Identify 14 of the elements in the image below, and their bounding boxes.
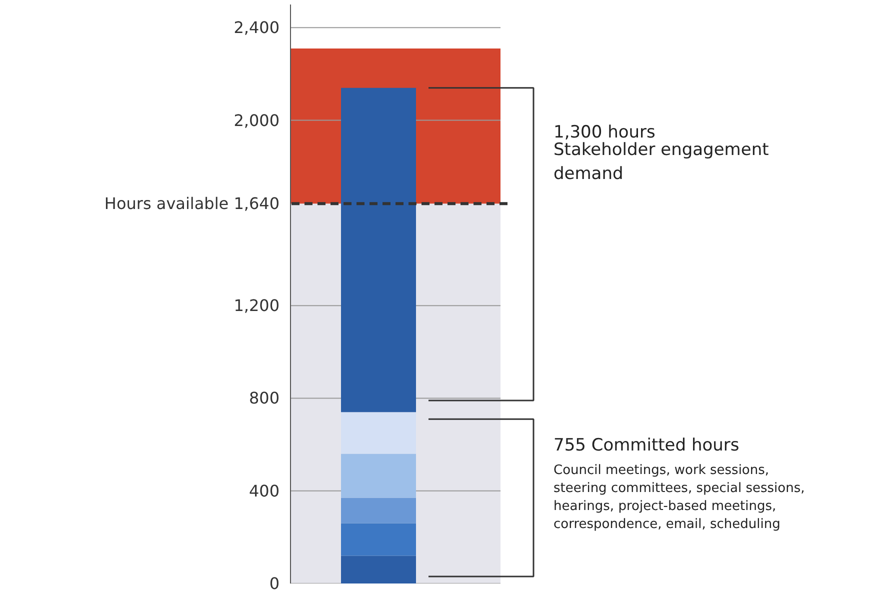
bar xyxy=(341,412,416,454)
bar xyxy=(341,454,416,498)
y-tick-label: 2,400 xyxy=(234,18,280,38)
y-tick-label: 400 xyxy=(248,481,280,500)
ref-line-label: Hours available 1,640 xyxy=(104,194,280,214)
text: 755 Committed hours xyxy=(554,435,740,456)
y-tick-label: 800 xyxy=(248,388,280,408)
y-tick-label: 0 xyxy=(269,574,280,593)
bar xyxy=(341,498,416,524)
y-tick-label: 1,200 xyxy=(234,296,280,316)
y-tick-label: 2,000 xyxy=(234,110,280,130)
bar xyxy=(341,556,416,584)
bar xyxy=(341,523,416,556)
text: Council meetings, work sessions, steering committees, special sessions, hearings, project-based meetings, correspondence, email, scheduling xyxy=(554,463,805,532)
